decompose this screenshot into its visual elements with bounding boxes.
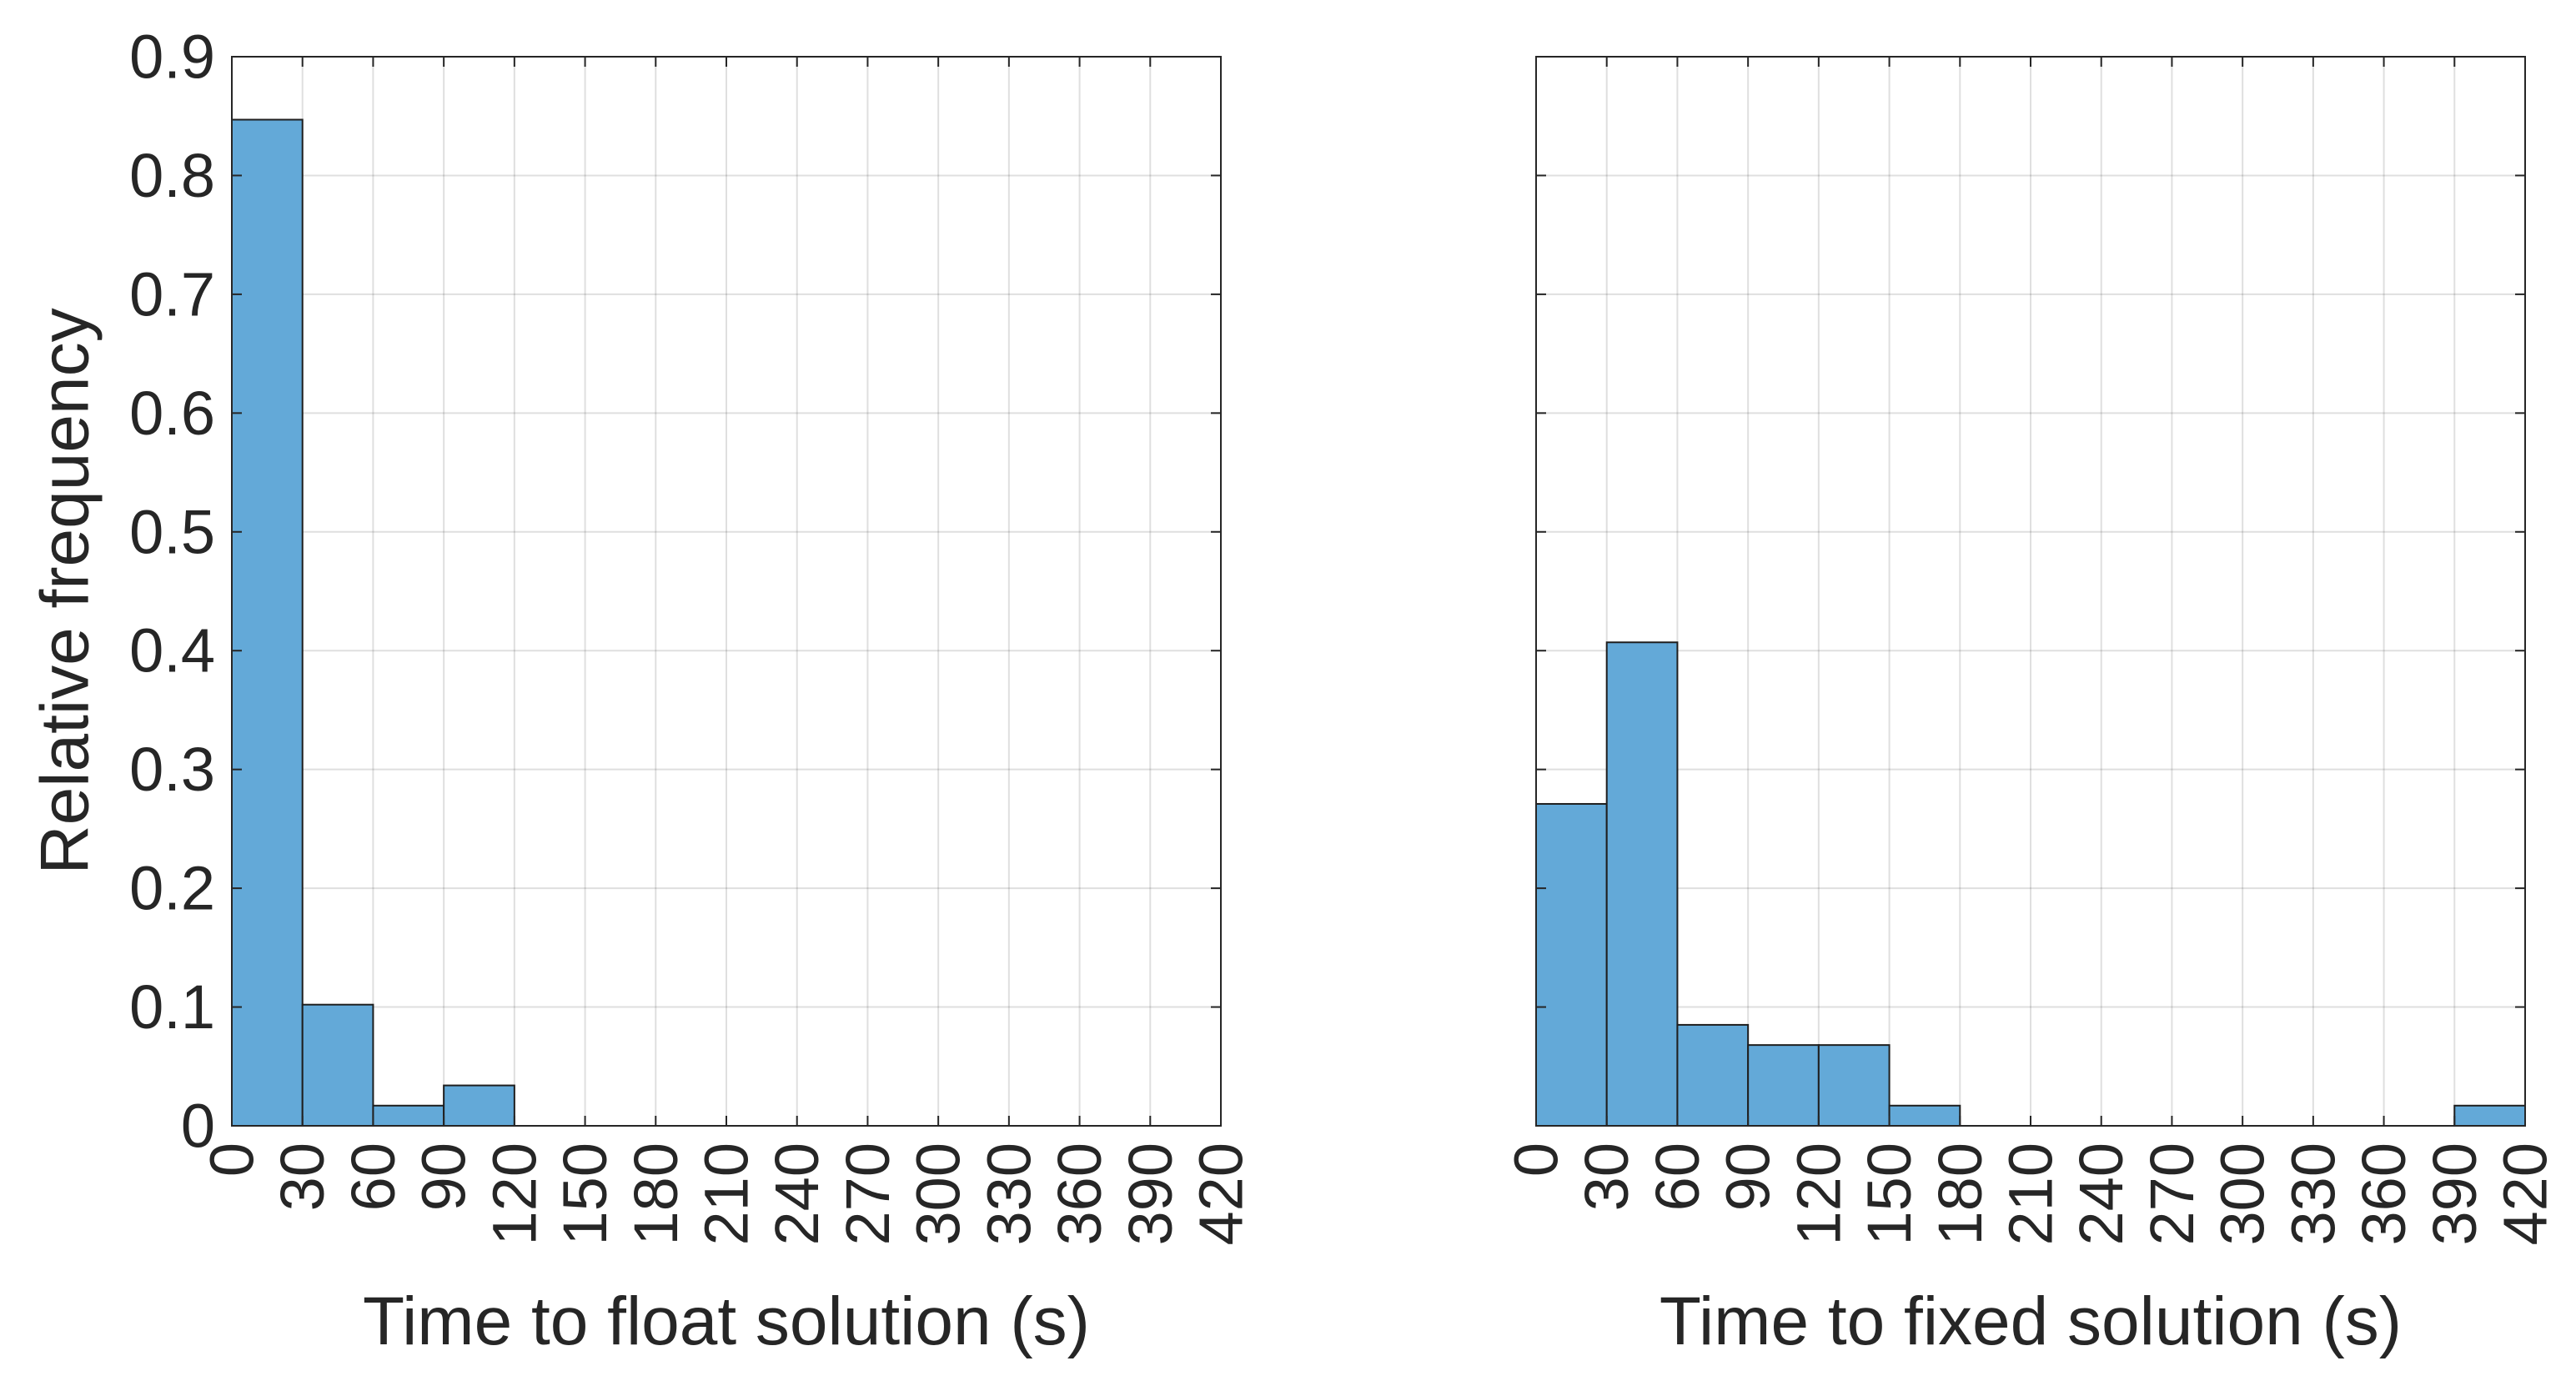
c1-xtick-label-4: 120 (1784, 1142, 1853, 1245)
c0-bar-3 (443, 1084, 515, 1127)
c0-xtick-label-0: 0 (198, 1142, 267, 1177)
c0-bar-2 (372, 1104, 445, 1127)
c1-bar-3 (1747, 1044, 1820, 1127)
c0-ytick-label-9: 0.9 (129, 23, 215, 92)
c1-xtick-label-11: 330 (2278, 1142, 2348, 1245)
c0-xtick-label-8: 240 (762, 1142, 831, 1245)
c1-xtick-label-2: 60 (1643, 1142, 1712, 1211)
c0-ytick-label-5: 0.5 (129, 497, 215, 566)
c1-xtick-label-12: 360 (2349, 1142, 2418, 1245)
c0-xtick-label-14: 420 (1187, 1142, 1256, 1245)
c1-xtick-label-14: 420 (2491, 1142, 2560, 1245)
c0-ytick-label-7: 0.7 (129, 259, 215, 329)
c0-ytick-label-2: 0.2 (129, 854, 215, 923)
c1-x-axis-label: Time to fixed solution (s) (1660, 1283, 2402, 1359)
c0-xtick-label-12: 360 (1045, 1142, 1114, 1245)
c1-bar-13 (2453, 1104, 2526, 1127)
c0-x-axis-label: Time to float solution (s) (363, 1283, 1090, 1359)
c0-ytick-label-8: 0.8 (129, 141, 215, 210)
c1-xtick-label-0: 0 (1502, 1142, 1571, 1177)
c1-bar-4 (1817, 1044, 1891, 1127)
c0-ytick-label-1: 0.1 (129, 972, 215, 1042)
c0-xtick-label-4: 120 (480, 1142, 549, 1245)
c1-bar-5 (1888, 1104, 1961, 1127)
c1-xtick-label-1: 30 (1572, 1142, 1641, 1211)
c1-bar-2 (1676, 1023, 1750, 1127)
c0-xtick-label-2: 60 (339, 1142, 408, 1211)
c0-xtick-label-5: 150 (550, 1142, 620, 1245)
c0-xtick-label-9: 270 (833, 1142, 902, 1245)
c0-xtick-label-7: 210 (692, 1142, 761, 1245)
c0-bar-1 (301, 1003, 374, 1127)
c1-xtick-label-6: 180 (1926, 1142, 1995, 1245)
c1-xtick-label-8: 240 (2066, 1142, 2136, 1245)
c0-xtick-label-10: 300 (904, 1142, 973, 1245)
c0-ytick-label-4: 0.4 (129, 616, 215, 685)
c0-y-axis-label: Relative frequency (28, 308, 103, 874)
c0-ytick-label-3: 0.3 (129, 735, 215, 804)
c0-ytick-label-0: 0 (181, 1092, 215, 1161)
fixed-solution-histogram: 0 30 60 90 120 150 180 210 240 270 300 330 360 390 420… (1502, 56, 2560, 1359)
c0-bar-0 (231, 118, 304, 1127)
float-solution-histogram: 0 30 60 90 120 150 180 210 240 270 300 330 360 390 420… (28, 23, 1256, 1360)
c1-xtick-label-5: 150 (1855, 1142, 1924, 1245)
c1-xtick-label-13: 390 (2420, 1142, 2489, 1245)
c0-xtick-label-3: 90 (409, 1142, 479, 1211)
c0-xtick-label-6: 180 (621, 1142, 690, 1245)
c0-xtick-label-11: 330 (974, 1142, 1043, 1245)
c0-xtick-label-13: 390 (1116, 1142, 1185, 1245)
c1-xtick-label-10: 300 (2208, 1142, 2277, 1245)
c1-xtick-label-7: 210 (1996, 1142, 2066, 1245)
c1-xtick-label-3: 90 (1714, 1142, 1783, 1211)
c0-ytick-label-6: 0.6 (129, 379, 215, 448)
c1-bar-1 (1605, 641, 1679, 1127)
c1-xtick-label-9: 270 (2137, 1142, 2207, 1245)
c1-bar-0 (1535, 802, 1608, 1127)
c0-xtick-label-1: 30 (268, 1142, 337, 1211)
